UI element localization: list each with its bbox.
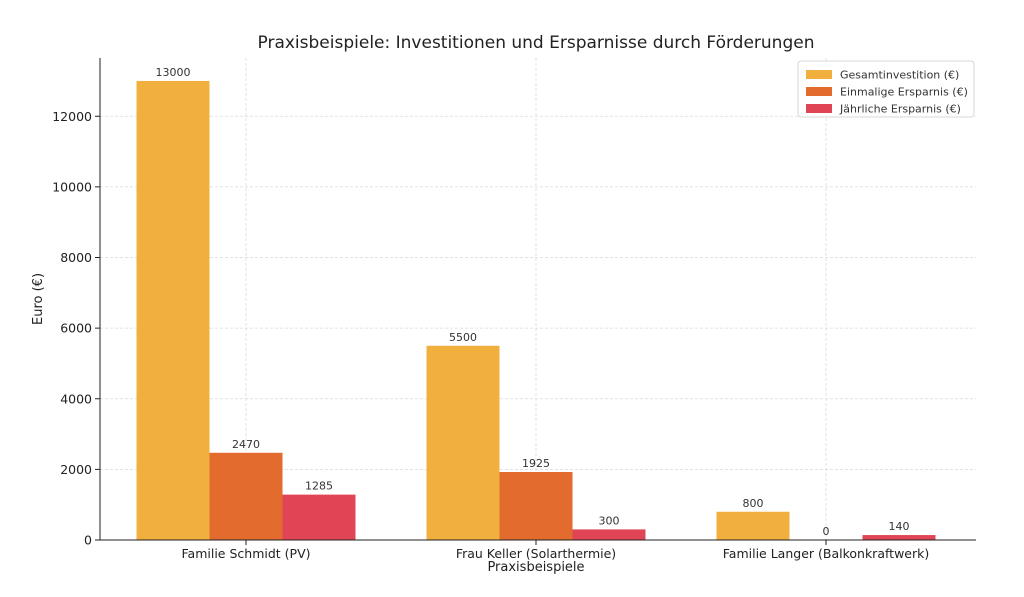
data-label: 2470 <box>232 438 260 451</box>
legend-swatch <box>806 70 832 79</box>
data-label: 0 <box>823 525 830 538</box>
data-labels: 13000 2470 1285 5500 1925 300 800 0 140 <box>156 66 910 538</box>
data-label: 1925 <box>522 457 550 470</box>
data-label: 800 <box>743 497 764 510</box>
y-tick-label: 10000 <box>52 179 92 194</box>
legend-label: Gesamtinvestition (€) <box>840 69 959 82</box>
y-tick-label: 8000 <box>60 250 92 265</box>
data-label: 140 <box>889 520 910 533</box>
legend: Gesamtinvestition (€) Einmalige Ersparnis… <box>797 60 975 118</box>
y-tick-label: 6000 <box>60 321 92 336</box>
x-tick-label: Frau Keller (Solarthermie) <box>456 546 616 561</box>
bar <box>282 494 356 540</box>
data-label: 300 <box>599 514 620 527</box>
bar <box>136 80 210 540</box>
x-axis-label: Praxisbeispiele <box>487 560 584 575</box>
data-label: 5500 <box>449 331 477 344</box>
legend-swatch <box>806 104 832 113</box>
y-tick-label: 12000 <box>52 109 92 124</box>
y-tick-label: 0 <box>84 533 92 548</box>
bars <box>136 80 936 540</box>
legend-label: Jährliche Ersparnis (€) <box>839 103 961 116</box>
bar <box>426 345 500 540</box>
grid <box>100 58 976 540</box>
legend-box <box>797 60 975 118</box>
chart-title: Praxisbeispiele: Investitionen und Erspa… <box>258 33 815 53</box>
bar <box>209 452 283 540</box>
x-tick-label: Familie Schmidt (PV) <box>182 546 311 561</box>
bar <box>572 529 646 540</box>
bar <box>499 472 573 540</box>
bar <box>716 511 790 540</box>
bar <box>862 535 936 540</box>
y-axis-label: Euro (€) <box>31 273 46 325</box>
y-ticks: 0 2000 4000 6000 8000 10000 12000 <box>52 109 100 548</box>
data-label: 13000 <box>156 66 191 79</box>
x-tick-label: Familie Langer (Balkonkraftwerk) <box>723 546 929 561</box>
y-tick-label: 4000 <box>60 391 92 406</box>
legend-swatch <box>806 87 832 96</box>
data-label: 1285 <box>305 480 333 493</box>
legend-label: Einmalige Ersparnis (€) <box>840 86 968 99</box>
y-tick-label: 2000 <box>60 462 92 477</box>
x-ticks: Familie Schmidt (PV) Frau Keller (Solarth… <box>182 540 929 561</box>
